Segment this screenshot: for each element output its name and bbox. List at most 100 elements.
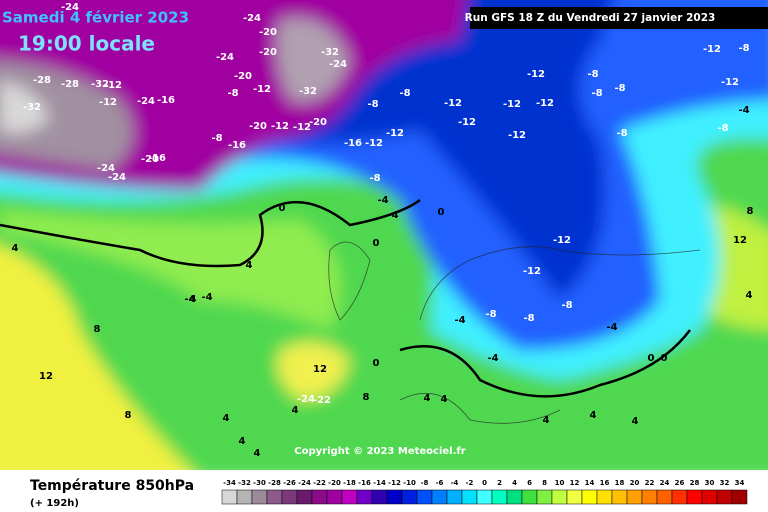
legend-label: -22 [313,479,326,487]
contour-label: -12 [536,98,554,109]
contour-label: -28 [33,75,51,86]
legend-swatch [431,489,448,505]
field-yellow-2 [277,342,350,400]
contour-label: -4 [454,315,465,326]
contour-label: -8 [717,123,728,134]
contour-label: -8 [591,88,602,99]
isotherm-zero [0,198,691,398]
contour-label: 0 [648,353,655,364]
contour-label: -8 [614,83,625,94]
legend-label: -24 [298,479,311,487]
legend-label: 10 [555,479,565,487]
contour-label: 0 [373,238,380,249]
legend-swatch [386,489,403,505]
legend-label: 24 [660,479,670,487]
color-legend: -34 -32 -30 -28 -26 -24 -22 -20 -18 -16 -14 -12 -10-… [221,479,748,505]
contour-label: -12 [271,121,289,132]
legend-swatch [326,489,343,505]
legend-swatch [506,489,523,505]
legend-label: -16 [358,479,371,487]
legend-swatch [581,489,598,505]
legend-swatch [566,489,583,505]
contour-label: 8 [125,410,132,421]
contour-label: -24 [97,163,115,174]
contour-label: 0 [279,203,286,214]
valid-time: 19:00 locale [18,32,155,56]
coast [328,241,371,321]
legend-swatch [476,489,493,505]
contour-label: 4 [190,294,197,305]
legend-swatch [341,489,358,505]
contour-label: 12 [39,371,53,382]
legend-label: -6 [436,479,444,487]
legend-swatch [296,489,313,505]
contour-label: -12 [553,235,571,246]
legend-swatch [446,489,463,505]
coast [399,393,561,424]
legend-swatch [221,489,238,505]
legend-swatch [611,489,628,505]
contour-label: -24 [329,59,347,70]
contour-label: 12 [313,364,327,375]
contour-label: -12 [523,266,541,277]
legend-label: -20 [328,479,341,487]
contour-label: -8 [587,69,598,80]
legend-swatch [491,489,508,505]
contour-label: -20 [234,71,252,82]
legend-label: -28 [268,479,281,487]
legend-label: 18 [615,479,625,487]
legend-swatch [551,489,568,505]
run-box [470,7,768,29]
legend-label: 16 [600,479,610,487]
isotherm-line [0,198,421,268]
contour-label: 4 [239,436,246,447]
contour-label: -4 [487,353,498,364]
contour-label: -20 [141,154,159,165]
legend-label: -12 [388,479,401,487]
contour-label: -12 [527,69,545,80]
contour-label: -12 [99,97,117,108]
contour-label: -24 [108,172,126,183]
legend-swatch [536,489,553,505]
legend-label: -34 [223,479,236,487]
legend-label: 12 [570,479,580,487]
contour-label: -8 [523,313,534,324]
field-lightgray [0,80,50,134]
contour-label: -24 [216,52,234,63]
contour-label: -4 [738,105,749,116]
legend-label: -18 [343,479,356,487]
contour-label: -32 [91,79,109,90]
legend-label: 6 [527,479,532,487]
legend-swatch [596,489,613,505]
contour-label: -28 [61,79,79,90]
legend-label: 34 [735,479,745,487]
contour-labels: -24-24-20-20-24-20-28 -28 -32-12 -24 -16-8 -1… [12,2,754,459]
legend-swatch [416,489,433,505]
contour-label: -16 [148,153,166,164]
contour-label: -32 [23,102,41,113]
contour-label: 4 [292,405,299,416]
contour-label: -12 [104,80,122,91]
legend-swatch [401,489,418,505]
contour-label: 0 [438,207,445,218]
contour-label: 4 [223,413,230,424]
contour-label: -8 [399,88,410,99]
legend-swatch [311,489,328,505]
contour-label: -12 [703,44,721,55]
contour-label: -20 [259,47,277,58]
contour-label: -12 [365,138,383,149]
contour-label: 4 [441,394,448,405]
legend-label: -10 [403,479,416,487]
contour-label: -16 [344,138,362,149]
contour-label: -8 [227,88,238,99]
legend-swatch [731,489,748,505]
legend-swatch [251,489,268,505]
contour-label: -12 [293,122,311,133]
contour-label: -4 [387,210,398,221]
coastlines [328,241,701,424]
coast [419,246,701,321]
valid-date: Samedi 4 février 2023 [2,9,189,27]
legend-swatch [716,489,733,505]
field-yellow [0,246,200,480]
